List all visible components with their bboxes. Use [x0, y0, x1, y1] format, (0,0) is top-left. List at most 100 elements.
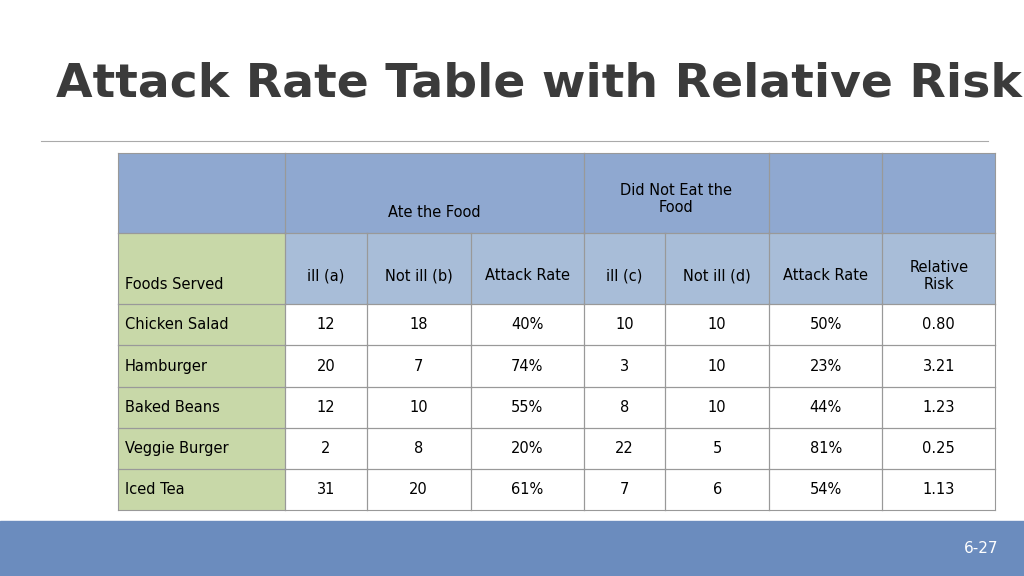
- Bar: [769, 386, 883, 427]
- Text: 1.13: 1.13: [923, 482, 955, 497]
- Text: 10: 10: [708, 358, 726, 373]
- Text: 55%: 55%: [511, 400, 544, 415]
- Bar: [883, 386, 995, 427]
- Text: 2: 2: [322, 441, 331, 456]
- Bar: [584, 346, 666, 386]
- Text: 10: 10: [615, 317, 634, 332]
- Bar: [666, 346, 769, 386]
- Bar: [367, 305, 471, 346]
- Bar: [0, 521, 1024, 576]
- Text: Attack Rate: Attack Rate: [484, 268, 569, 283]
- Text: 22: 22: [615, 441, 634, 456]
- Bar: [883, 427, 995, 469]
- Text: 8: 8: [414, 441, 423, 456]
- Bar: [769, 346, 883, 386]
- Text: 12: 12: [316, 400, 335, 415]
- Text: Baked Beans: Baked Beans: [125, 400, 220, 415]
- Bar: [367, 469, 471, 510]
- Bar: [471, 427, 584, 469]
- Text: 81%: 81%: [810, 441, 842, 456]
- Bar: [285, 153, 584, 233]
- Text: Not ill (b): Not ill (b): [385, 268, 453, 283]
- Bar: [118, 427, 285, 469]
- Bar: [367, 427, 471, 469]
- Text: 0.80: 0.80: [923, 317, 955, 332]
- Bar: [769, 469, 883, 510]
- Text: Ate the Food: Ate the Food: [388, 206, 480, 221]
- Text: 50%: 50%: [810, 317, 842, 332]
- Text: 1.23: 1.23: [923, 400, 955, 415]
- Bar: [769, 233, 883, 305]
- Text: 40%: 40%: [511, 317, 544, 332]
- Text: 23%: 23%: [810, 358, 842, 373]
- Bar: [666, 427, 769, 469]
- Text: 74%: 74%: [511, 358, 544, 373]
- Text: 10: 10: [708, 400, 726, 415]
- Text: 7: 7: [414, 358, 423, 373]
- Bar: [285, 346, 367, 386]
- Text: 10: 10: [410, 400, 428, 415]
- Text: 3: 3: [620, 358, 629, 373]
- Bar: [118, 153, 285, 233]
- Text: 5: 5: [713, 441, 722, 456]
- Bar: [666, 386, 769, 427]
- Bar: [285, 305, 367, 346]
- Bar: [666, 469, 769, 510]
- Bar: [471, 386, 584, 427]
- Bar: [471, 346, 584, 386]
- Bar: [367, 233, 471, 305]
- Bar: [285, 469, 367, 510]
- Text: 6-27: 6-27: [964, 541, 998, 556]
- Bar: [769, 153, 883, 233]
- Text: 20: 20: [410, 482, 428, 497]
- Bar: [883, 346, 995, 386]
- Bar: [584, 469, 666, 510]
- Bar: [285, 233, 367, 305]
- Bar: [769, 305, 883, 346]
- Text: Chicken Salad: Chicken Salad: [125, 317, 228, 332]
- Text: Did Not Eat the
Food: Did Not Eat the Food: [621, 183, 732, 215]
- Text: 18: 18: [410, 317, 428, 332]
- Text: Hamburger: Hamburger: [125, 358, 208, 373]
- Bar: [584, 233, 666, 305]
- Bar: [367, 346, 471, 386]
- Text: Attack Rate Table with Relative Risks: Attack Rate Table with Relative Risks: [56, 61, 1024, 106]
- Bar: [471, 469, 584, 510]
- Bar: [118, 346, 285, 386]
- Bar: [883, 305, 995, 346]
- Text: 0.25: 0.25: [923, 441, 955, 456]
- Bar: [118, 233, 285, 305]
- Text: Not ill (d): Not ill (d): [683, 268, 751, 283]
- Text: 8: 8: [620, 400, 629, 415]
- Bar: [471, 233, 584, 305]
- Text: 3.21: 3.21: [923, 358, 955, 373]
- Text: 6: 6: [713, 482, 722, 497]
- Bar: [666, 305, 769, 346]
- Text: 20%: 20%: [511, 441, 544, 456]
- Bar: [118, 469, 285, 510]
- Text: 44%: 44%: [810, 400, 842, 415]
- Bar: [584, 386, 666, 427]
- Bar: [285, 427, 367, 469]
- Text: Foods Served: Foods Served: [125, 277, 223, 292]
- Text: 7: 7: [620, 482, 629, 497]
- Text: 61%: 61%: [511, 482, 544, 497]
- Bar: [367, 386, 471, 427]
- Text: Relative
Risk: Relative Risk: [909, 260, 969, 292]
- Text: 54%: 54%: [810, 482, 842, 497]
- Bar: [118, 305, 285, 346]
- Text: 10: 10: [708, 317, 726, 332]
- Bar: [471, 305, 584, 346]
- Text: ill (c): ill (c): [606, 268, 643, 283]
- Bar: [584, 305, 666, 346]
- Text: Veggie Burger: Veggie Burger: [125, 441, 228, 456]
- Bar: [666, 233, 769, 305]
- Bar: [285, 386, 367, 427]
- Bar: [883, 469, 995, 510]
- Bar: [883, 153, 995, 233]
- Text: 20: 20: [316, 358, 335, 373]
- Bar: [584, 153, 769, 233]
- Text: Attack Rate: Attack Rate: [783, 268, 868, 283]
- Bar: [584, 427, 666, 469]
- Text: 12: 12: [316, 317, 335, 332]
